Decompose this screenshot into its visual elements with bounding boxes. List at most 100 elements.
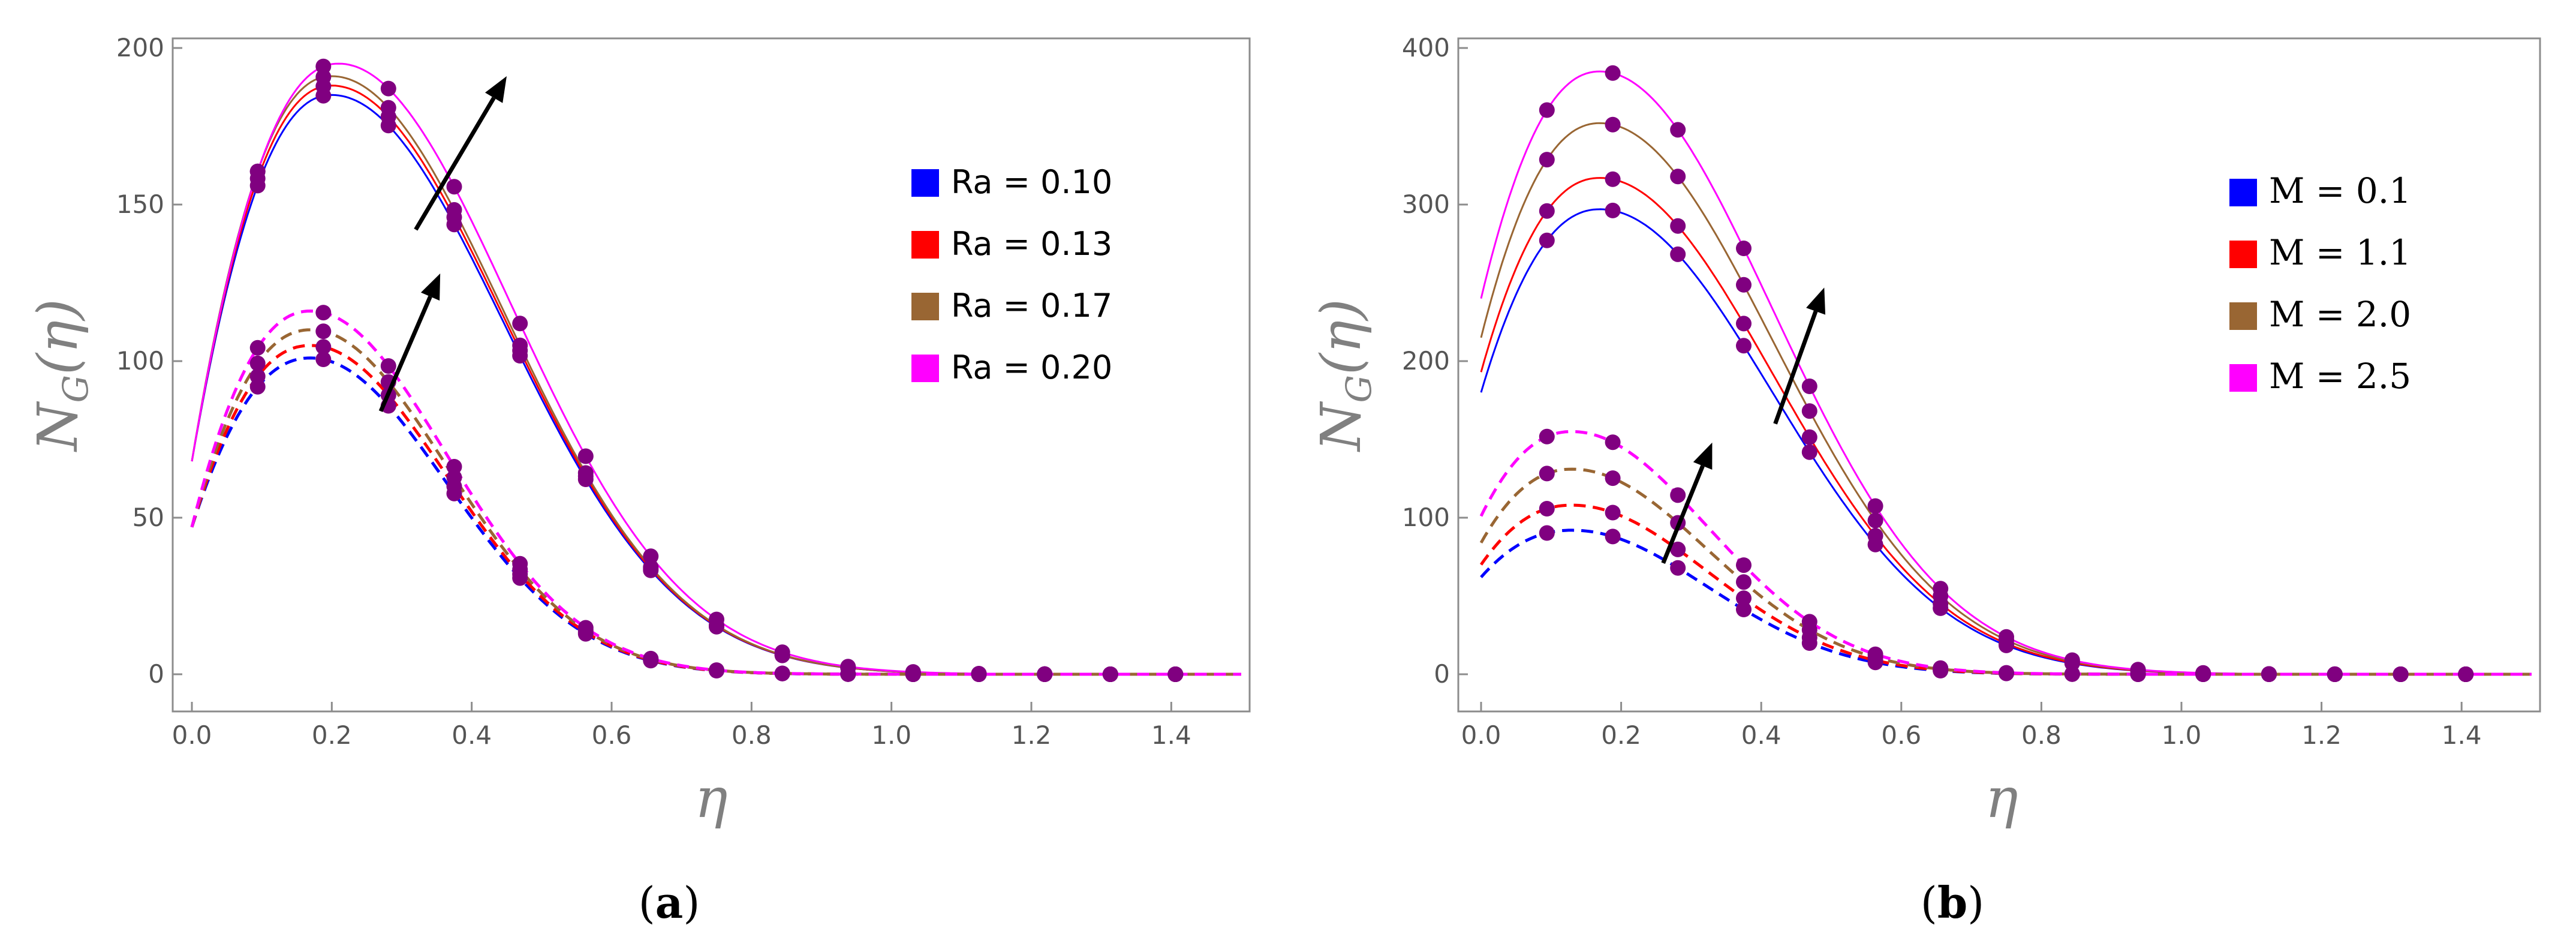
panel-a-y-tick-label: 50 [133,503,164,532]
panel-a-x-tick-label: 0.2 [312,720,352,750]
panel-a-x-axis-label: η [694,766,727,830]
panel-b-legend-swatch [2229,302,2257,330]
panel-a-legend-item: Ra = 0.17 [911,287,1112,325]
panel-a-data-point [315,58,332,74]
panel-a-legend-swatch [911,231,939,259]
panel-b-data-point [1605,202,1621,218]
panel-a-y-tick-label: 150 [116,190,164,219]
panel-a-data-point [249,163,266,179]
panel-a-data-point [643,548,659,564]
panel-b-data-point [1867,498,1883,514]
panel-a-plot-frame [171,37,1251,713]
panel-b-legend-swatch [2229,179,2257,206]
panel-a-y-tick-label: 0 [148,659,164,689]
panel-a-data-point [446,179,462,195]
panel-b-data-point [1539,232,1555,248]
panel-b-x-tick-label: 1.4 [2442,720,2482,750]
panel-b-y-tick-label: 0 [1434,659,1450,689]
panel-b-data-point [1539,203,1555,219]
panel-a-data-point [709,662,724,678]
panel-a-legend-swatch [911,355,939,382]
panel-b-legend-swatch [2229,241,2257,268]
panel-b-data-point [1736,602,1752,617]
panel-a-data-point [512,555,528,572]
panel-a-data-point [577,465,594,481]
panel-b-trend-arrow [1773,287,1826,425]
panel-b-ticks: 0.0 0.2 0.4 0.6 0.8 1.0 1.2 1.4 0 100 200 300 400 [1402,33,2482,750]
panel-a-trend-arrow [378,273,441,412]
panel-b-legend-item: M = 2.5 [2229,356,2411,397]
svg-text:NG(η): NG(η) [26,299,96,452]
panel-b-data-point [1670,246,1686,262]
panel-b-x-tick-label: 0.0 [1461,720,1501,750]
panel-b-data-point [1539,428,1555,445]
panel-b-data-point [1736,316,1752,332]
panel-a-data-point [315,305,332,321]
panel-b-legend-label: M = 0.1 [2269,170,2411,211]
panel-b-data-point [2195,666,2211,682]
panel-a-legend: Ra = 0.10 Ra = 0.13 Ra = 0.17 Ra = 0.20 [911,163,1112,386]
panel-b-data-point [1670,541,1686,557]
panel-a-data-point [249,340,266,356]
panel-a-x-tick-label: 0.4 [452,720,492,750]
panel-b-data-point [1539,466,1555,482]
panel-b-caption: (b) [1921,877,1985,928]
panel-b-arrows [1661,287,1826,564]
panel-b-data-point [1867,646,1883,662]
panel-b-y-tick-label: 300 [1402,190,1450,219]
panel-b-data-point [1605,116,1621,133]
panel-b-legend-label: M = 2.5 [2269,356,2411,397]
panel-b-data-point [1801,429,1817,445]
panel-b-data-point [1736,590,1752,606]
panel-b-x-tick-label: 0.2 [1601,720,1641,750]
panel-b-x-axis-label: η [1985,766,2018,830]
panel-b-y-tick-label: 100 [1402,503,1450,532]
panel-a-data-point [512,337,528,353]
panel-b-data-point [1539,501,1555,516]
panel-a-y-axis-label-sub: G [55,375,96,403]
panel-b-y-tick-label: 200 [1402,346,1450,376]
panel-a-data-point [643,559,659,575]
panel-a-ticks: 0.0 0.2 0.4 0.6 0.8 1.0 1.2 1.4 0 50 100 150 200 [116,33,1191,750]
panel-a-data-point [774,665,790,681]
panel-b-data-point [1801,379,1817,394]
panel-a-legend-label: Ra = 0.17 [951,287,1112,325]
panel-b-data-point [2130,666,2146,682]
panel-a-data-point [577,620,594,636]
panel-b-data-point [2064,652,2080,668]
panel-a-arrows [378,76,507,412]
panel-b-legend: M = 0.1 M = 1.1 M = 2.0 M = 2.5 [2229,170,2411,397]
panel-a-data-point [512,316,528,332]
panel-a-data-point [971,666,987,682]
panel-a-data-point [380,358,396,374]
panel-a-legend-label: Ra = 0.10 [951,163,1112,201]
panel-b-y-tick-label: 400 [1402,33,1450,62]
panel-b-data-point [1801,403,1817,419]
panel-b-data-point [1736,557,1752,573]
panel-b-legend-swatch [2229,364,2257,392]
panel-a-caption: (a) [639,877,700,928]
panel-a-data-point [577,448,594,464]
panel-b-data-point [1670,560,1686,576]
panel-a-y-tick-label: 200 [116,33,164,62]
panel-a-y-axis-label-main: N [26,401,90,452]
panel-a-data-point [249,355,266,371]
panel-b-data-point [1670,218,1686,234]
panel-a-y-axis-label: NG(η) [26,299,96,452]
panel-a-data-point [446,469,462,485]
panel-a-legend-swatch [911,293,939,320]
panel-b-data-point [2458,666,2474,682]
panel-b-legend-item: M = 0.1 [2229,170,2411,211]
panel-b-x-tick-label: 1.2 [2301,720,2342,750]
panel-b-legend-item: M = 2.0 [2229,294,2411,335]
panel-a-data-point [446,202,462,218]
panel-b-y-axis-label-main: N [1309,401,1373,452]
panel-a-trend-arrow [414,76,507,231]
panel-a-y-axis-label-arg: (η) [26,299,90,375]
panel-b-y-axis-label-sub: G [1338,375,1379,403]
panel-b-data-point [2064,666,2080,682]
panel-b-data-point [1539,525,1555,541]
panel-a-x-tick-label: 0.8 [732,720,772,750]
panel-b-x-tick-label: 0.4 [1741,720,1781,750]
panel-b: 0.0 0.2 0.4 0.6 0.8 1.0 1.2 1.4 0 100 200 300 400 M … [1309,33,2541,928]
